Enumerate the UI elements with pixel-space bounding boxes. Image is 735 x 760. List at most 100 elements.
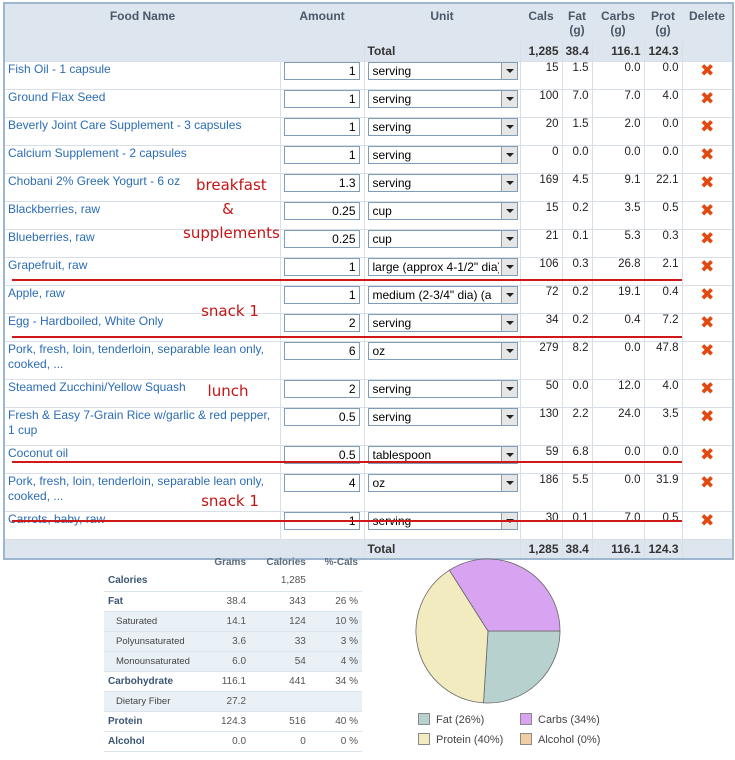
- legend-label-alcohol: Alcohol: [538, 734, 575, 746]
- unit-selected-value: serving: [372, 381, 412, 396]
- food-row: Carrots, baby, rawserving300.17.00.5✖: [4, 510, 733, 540]
- food-name-link[interactable]: Fresh & Easy 7-Grain Rice w/garlic & red…: [8, 407, 271, 437]
- amount-input[interactable]: [283, 445, 360, 464]
- delete-x-icon[interactable]: ✖: [700, 312, 715, 332]
- unit-select[interactable]: serving: [367, 313, 518, 332]
- amount-input[interactable]: [283, 257, 360, 276]
- chevron-down-icon[interactable]: [500, 314, 517, 331]
- food-name-link[interactable]: Blackberries, raw: [8, 201, 101, 216]
- food-name-link[interactable]: Pork, fresh, loin, tenderloin, separable…: [8, 473, 264, 503]
- fat-value: 0.0: [562, 145, 593, 174]
- total-cals: 1,285: [520, 41, 563, 62]
- chevron-down-icon[interactable]: [500, 202, 517, 219]
- chevron-down-icon[interactable]: [500, 286, 517, 303]
- macro-pie-chart: [415, 558, 561, 704]
- prot-value: 0.4: [644, 285, 683, 314]
- amount-input[interactable]: [283, 173, 360, 192]
- unit-select[interactable]: serving: [367, 61, 518, 80]
- header-unit: Unit: [364, 3, 520, 41]
- food-name-link[interactable]: Grapefruit, raw: [8, 257, 88, 272]
- summary-row: Dietary Fiber 27.2: [104, 691, 362, 712]
- unit-select[interactable]: oz: [367, 341, 518, 360]
- food-name-link[interactable]: Fish Oil - 1 capsule: [8, 61, 111, 76]
- unit-select[interactable]: serving: [367, 89, 518, 108]
- amount-input[interactable]: [283, 117, 360, 136]
- unit-select[interactable]: serving: [367, 379, 518, 398]
- prot-value: 0.0: [644, 117, 683, 146]
- delete-x-icon[interactable]: ✖: [700, 200, 715, 220]
- delete-x-icon[interactable]: ✖: [700, 228, 715, 248]
- food-name-link[interactable]: Apple, raw: [8, 285, 65, 300]
- unit-select[interactable]: cup: [367, 201, 518, 220]
- delete-x-icon[interactable]: ✖: [700, 472, 715, 492]
- chevron-down-icon[interactable]: [500, 446, 517, 463]
- chevron-down-icon[interactable]: [500, 342, 517, 359]
- amount-input[interactable]: [283, 61, 360, 80]
- chevron-down-icon[interactable]: [500, 90, 517, 107]
- delete-x-icon[interactable]: ✖: [700, 444, 715, 464]
- food-name-link[interactable]: Ground Flax Seed: [8, 89, 106, 104]
- delete-x-icon[interactable]: ✖: [700, 378, 715, 398]
- amount-input[interactable]: [283, 229, 360, 248]
- amount-input[interactable]: [283, 89, 360, 108]
- unit-select[interactable]: large (approx 4-1/2" dia): [367, 257, 518, 276]
- delete-x-icon[interactable]: ✖: [700, 256, 715, 276]
- food-name-link[interactable]: Chobani 2% Greek Yogurt - 6 oz: [8, 173, 181, 188]
- delete-x-icon[interactable]: ✖: [700, 116, 715, 136]
- food-row: Beverly Joint Care Supplement - 3 capsul…: [4, 116, 733, 146]
- food-name-link[interactable]: Steamed Zucchini/Yellow Squash: [8, 379, 186, 394]
- summary-calories: 343: [250, 591, 310, 612]
- chevron-down-icon[interactable]: [500, 474, 517, 491]
- unit-select[interactable]: tablespoon: [367, 445, 518, 464]
- amount-input[interactable]: [283, 145, 360, 164]
- chevron-down-icon[interactable]: [500, 146, 517, 163]
- food-name-link[interactable]: Carrots, baby, raw: [8, 511, 106, 526]
- chevron-down-icon[interactable]: [500, 174, 517, 191]
- food-name-link[interactable]: Coconut oil: [8, 445, 69, 460]
- amount-input[interactable]: [283, 285, 360, 304]
- unit-select[interactable]: medium (2-3/4" dia) (a: [367, 285, 518, 304]
- cals-value: 30: [520, 511, 563, 540]
- annotation-supplements: supplements: [183, 224, 280, 242]
- fat-value: 1.5: [562, 61, 593, 90]
- chevron-down-icon[interactable]: [500, 118, 517, 135]
- delete-x-icon[interactable]: ✖: [700, 172, 715, 192]
- amount-input[interactable]: [283, 473, 360, 492]
- delete-x-icon[interactable]: ✖: [700, 60, 715, 80]
- unit-select[interactable]: serving: [367, 117, 518, 136]
- delete-x-icon[interactable]: ✖: [700, 406, 715, 426]
- amount-input[interactable]: [283, 313, 360, 332]
- prot-value: 0.3: [644, 229, 683, 258]
- amount-input[interactable]: [283, 407, 360, 426]
- chevron-down-icon[interactable]: [500, 258, 517, 275]
- delete-x-icon[interactable]: ✖: [700, 144, 715, 164]
- amount-input[interactable]: [283, 341, 360, 360]
- summary-label: Carbohydrate: [104, 671, 200, 692]
- pie-slice-fat: [483, 630, 561, 704]
- summary-pct-cals: 3 %: [309, 631, 362, 652]
- food-name-link[interactable]: Blueberries, raw: [8, 229, 95, 244]
- unit-select[interactable]: serving: [367, 407, 518, 426]
- unit-selected-value: serving: [372, 91, 412, 106]
- chevron-down-icon[interactable]: [500, 380, 517, 397]
- food-name-link[interactable]: Egg - Hardboiled, White Only: [8, 313, 164, 328]
- chevron-down-icon[interactable]: [500, 230, 517, 247]
- unit-select[interactable]: serving: [367, 173, 518, 192]
- delete-x-icon[interactable]: ✖: [700, 510, 715, 530]
- food-name-link[interactable]: Beverly Joint Care Supplement - 3 capsul…: [8, 117, 242, 132]
- chevron-down-icon[interactable]: [500, 62, 517, 79]
- food-name-link[interactable]: Calcium Supplement - 2 capsules: [8, 145, 187, 160]
- chevron-down-icon[interactable]: [500, 408, 517, 425]
- unit-select[interactable]: cup: [367, 229, 518, 248]
- food-name-link[interactable]: Pork, fresh, loin, tenderloin, separable…: [8, 341, 264, 371]
- delete-x-icon[interactable]: ✖: [700, 340, 715, 360]
- cals-value: 279: [520, 341, 563, 380]
- amount-input[interactable]: [283, 379, 360, 398]
- legend-pct-carbs: (34%): [570, 714, 600, 726]
- amount-input[interactable]: [283, 201, 360, 220]
- unit-select[interactable]: oz: [367, 473, 518, 492]
- delete-x-icon[interactable]: ✖: [700, 88, 715, 108]
- unit-select[interactable]: serving: [367, 145, 518, 164]
- delete-x-icon[interactable]: ✖: [700, 284, 715, 304]
- unit-selected-value: tablespoon: [372, 447, 432, 462]
